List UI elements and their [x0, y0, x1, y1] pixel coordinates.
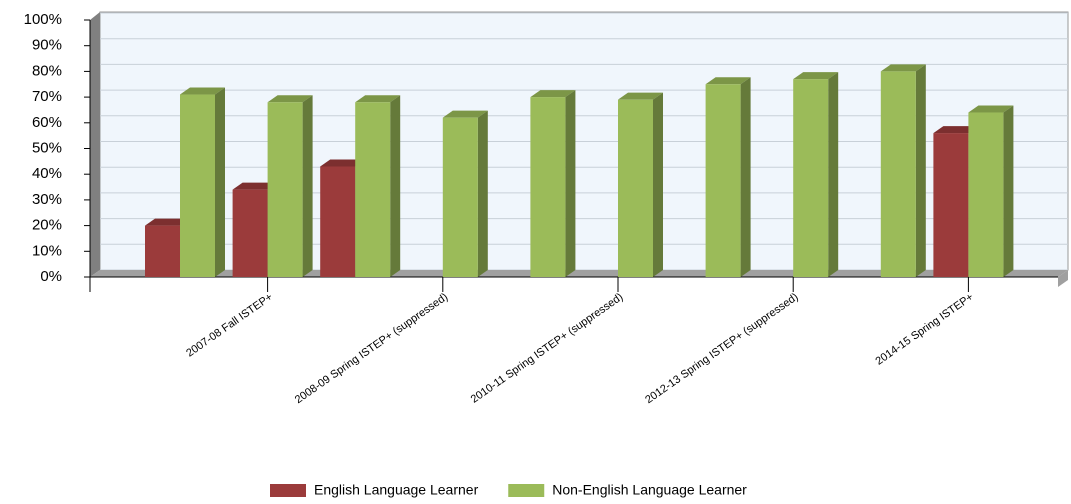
bar-side: [565, 90, 576, 277]
bar-side: [390, 95, 401, 278]
y-tick-label: 60%: [32, 114, 62, 131]
bar-top: [705, 77, 751, 85]
bar-top: [880, 64, 926, 72]
y-tick-label: 30%: [32, 191, 62, 208]
bar-side: [477, 110, 488, 277]
bar-side: [915, 64, 926, 278]
bar-side: [1003, 105, 1014, 278]
bar-top: [145, 218, 190, 226]
bar-top: [793, 72, 839, 80]
bar: [618, 92, 663, 277]
y-tick-label: 10%: [32, 242, 62, 259]
bar-top: [968, 105, 1014, 113]
floor-edge: [1058, 270, 1068, 287]
y-tick-label: 80%: [32, 62, 62, 79]
side-wall: [90, 12, 100, 277]
bar-front: [530, 97, 566, 277]
bar-front: [442, 117, 478, 277]
bar: [880, 64, 926, 278]
bar: [442, 110, 488, 277]
x-tick-label: 2014-15 Spring ISTEP+: [873, 291, 975, 368]
y-tick-label: 70%: [32, 88, 62, 105]
bar: [705, 77, 751, 277]
bar-front: [933, 133, 969, 277]
y-tick-label: 100%: [24, 11, 62, 28]
x-tick-label: 2010-11 Spring ISTEP+ (suppressed): [469, 291, 626, 406]
x-tick-label: 2008-09 Spring ISTEP+ (suppressed): [293, 291, 450, 406]
bar-side: [302, 95, 313, 278]
x-tick-label: 2007-08 Fall ISTEP+: [184, 291, 275, 360]
bar-side: [215, 87, 225, 277]
bar-side: [740, 77, 751, 277]
bar-top: [232, 182, 278, 190]
bar-front: [968, 112, 1004, 278]
bar-top: [933, 126, 979, 134]
bar-top: [320, 159, 366, 167]
bar: [793, 72, 839, 277]
bar-front: [618, 99, 653, 277]
bar: [267, 95, 313, 278]
bar-top: [530, 90, 576, 98]
bar-front: [705, 84, 741, 277]
y-tick-label: 90%: [32, 37, 62, 54]
y-tick-label: 0%: [40, 268, 62, 285]
legend-swatch: [508, 484, 545, 497]
bar-front: [793, 79, 829, 277]
bar: [355, 95, 401, 278]
legend-label: English Language Learner: [314, 482, 479, 498]
bar-top: [618, 92, 663, 100]
bar-front: [232, 189, 268, 277]
bar: [968, 105, 1014, 278]
bar: [180, 87, 225, 277]
bar-top: [355, 95, 401, 103]
bar: [530, 90, 576, 277]
bar-top: [442, 110, 488, 118]
y-tick-label: 20%: [32, 217, 62, 234]
y-tick-label: 50%: [32, 139, 62, 156]
bar-front: [145, 225, 180, 277]
y-tick-label: 40%: [32, 165, 62, 182]
bar-top: [180, 87, 225, 95]
legend-label: Non-English Language Learner: [552, 482, 747, 498]
bar-front: [880, 71, 916, 278]
legend-swatch: [270, 484, 306, 497]
bar-front: [180, 94, 215, 277]
bar-front: [320, 166, 356, 277]
bar-front: [355, 102, 391, 278]
bar-side: [653, 92, 663, 277]
bar-front: [267, 102, 303, 278]
x-tick-label: 2012-13 Spring ISTEP+ (suppressed): [643, 291, 800, 406]
bar-top: [267, 95, 313, 103]
bar-side: [828, 72, 839, 277]
